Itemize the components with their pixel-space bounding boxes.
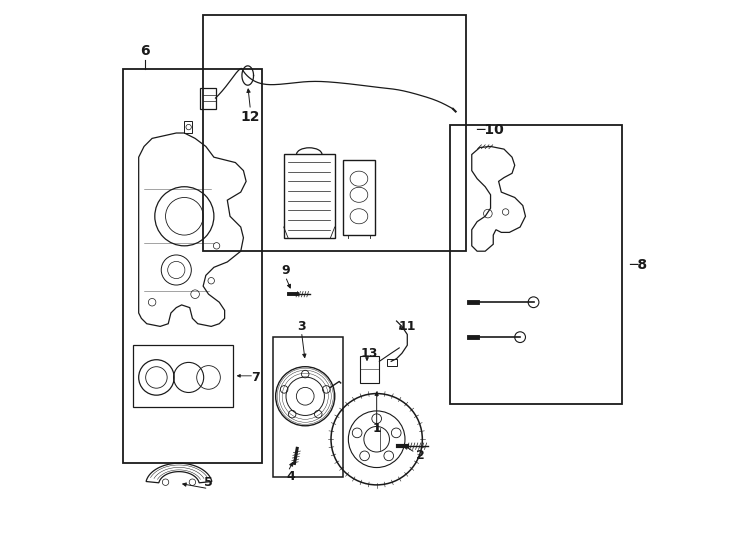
Bar [134,345,233,407]
Bar [203,15,466,251]
Bar [450,125,622,404]
Text: 12: 12 [241,110,260,124]
Bar [200,89,216,109]
Bar [387,359,396,366]
Text: 11: 11 [398,320,415,333]
Text: 5: 5 [204,476,213,489]
Text: ─10: ─10 [476,123,504,137]
Text: 1: 1 [372,422,381,435]
Bar [284,154,335,238]
Bar [343,160,375,235]
Text: ─8: ─8 [628,258,647,272]
Bar [273,337,343,477]
Text: 6: 6 [140,44,150,58]
Bar [360,356,379,383]
Text: 3: 3 [297,320,306,333]
Bar [123,69,262,463]
Text: 9: 9 [281,264,290,276]
Text: 4: 4 [286,470,295,483]
Text: 2: 2 [416,449,425,462]
Bar [184,121,192,133]
Text: 13: 13 [361,347,378,360]
Text: 7: 7 [252,371,261,384]
